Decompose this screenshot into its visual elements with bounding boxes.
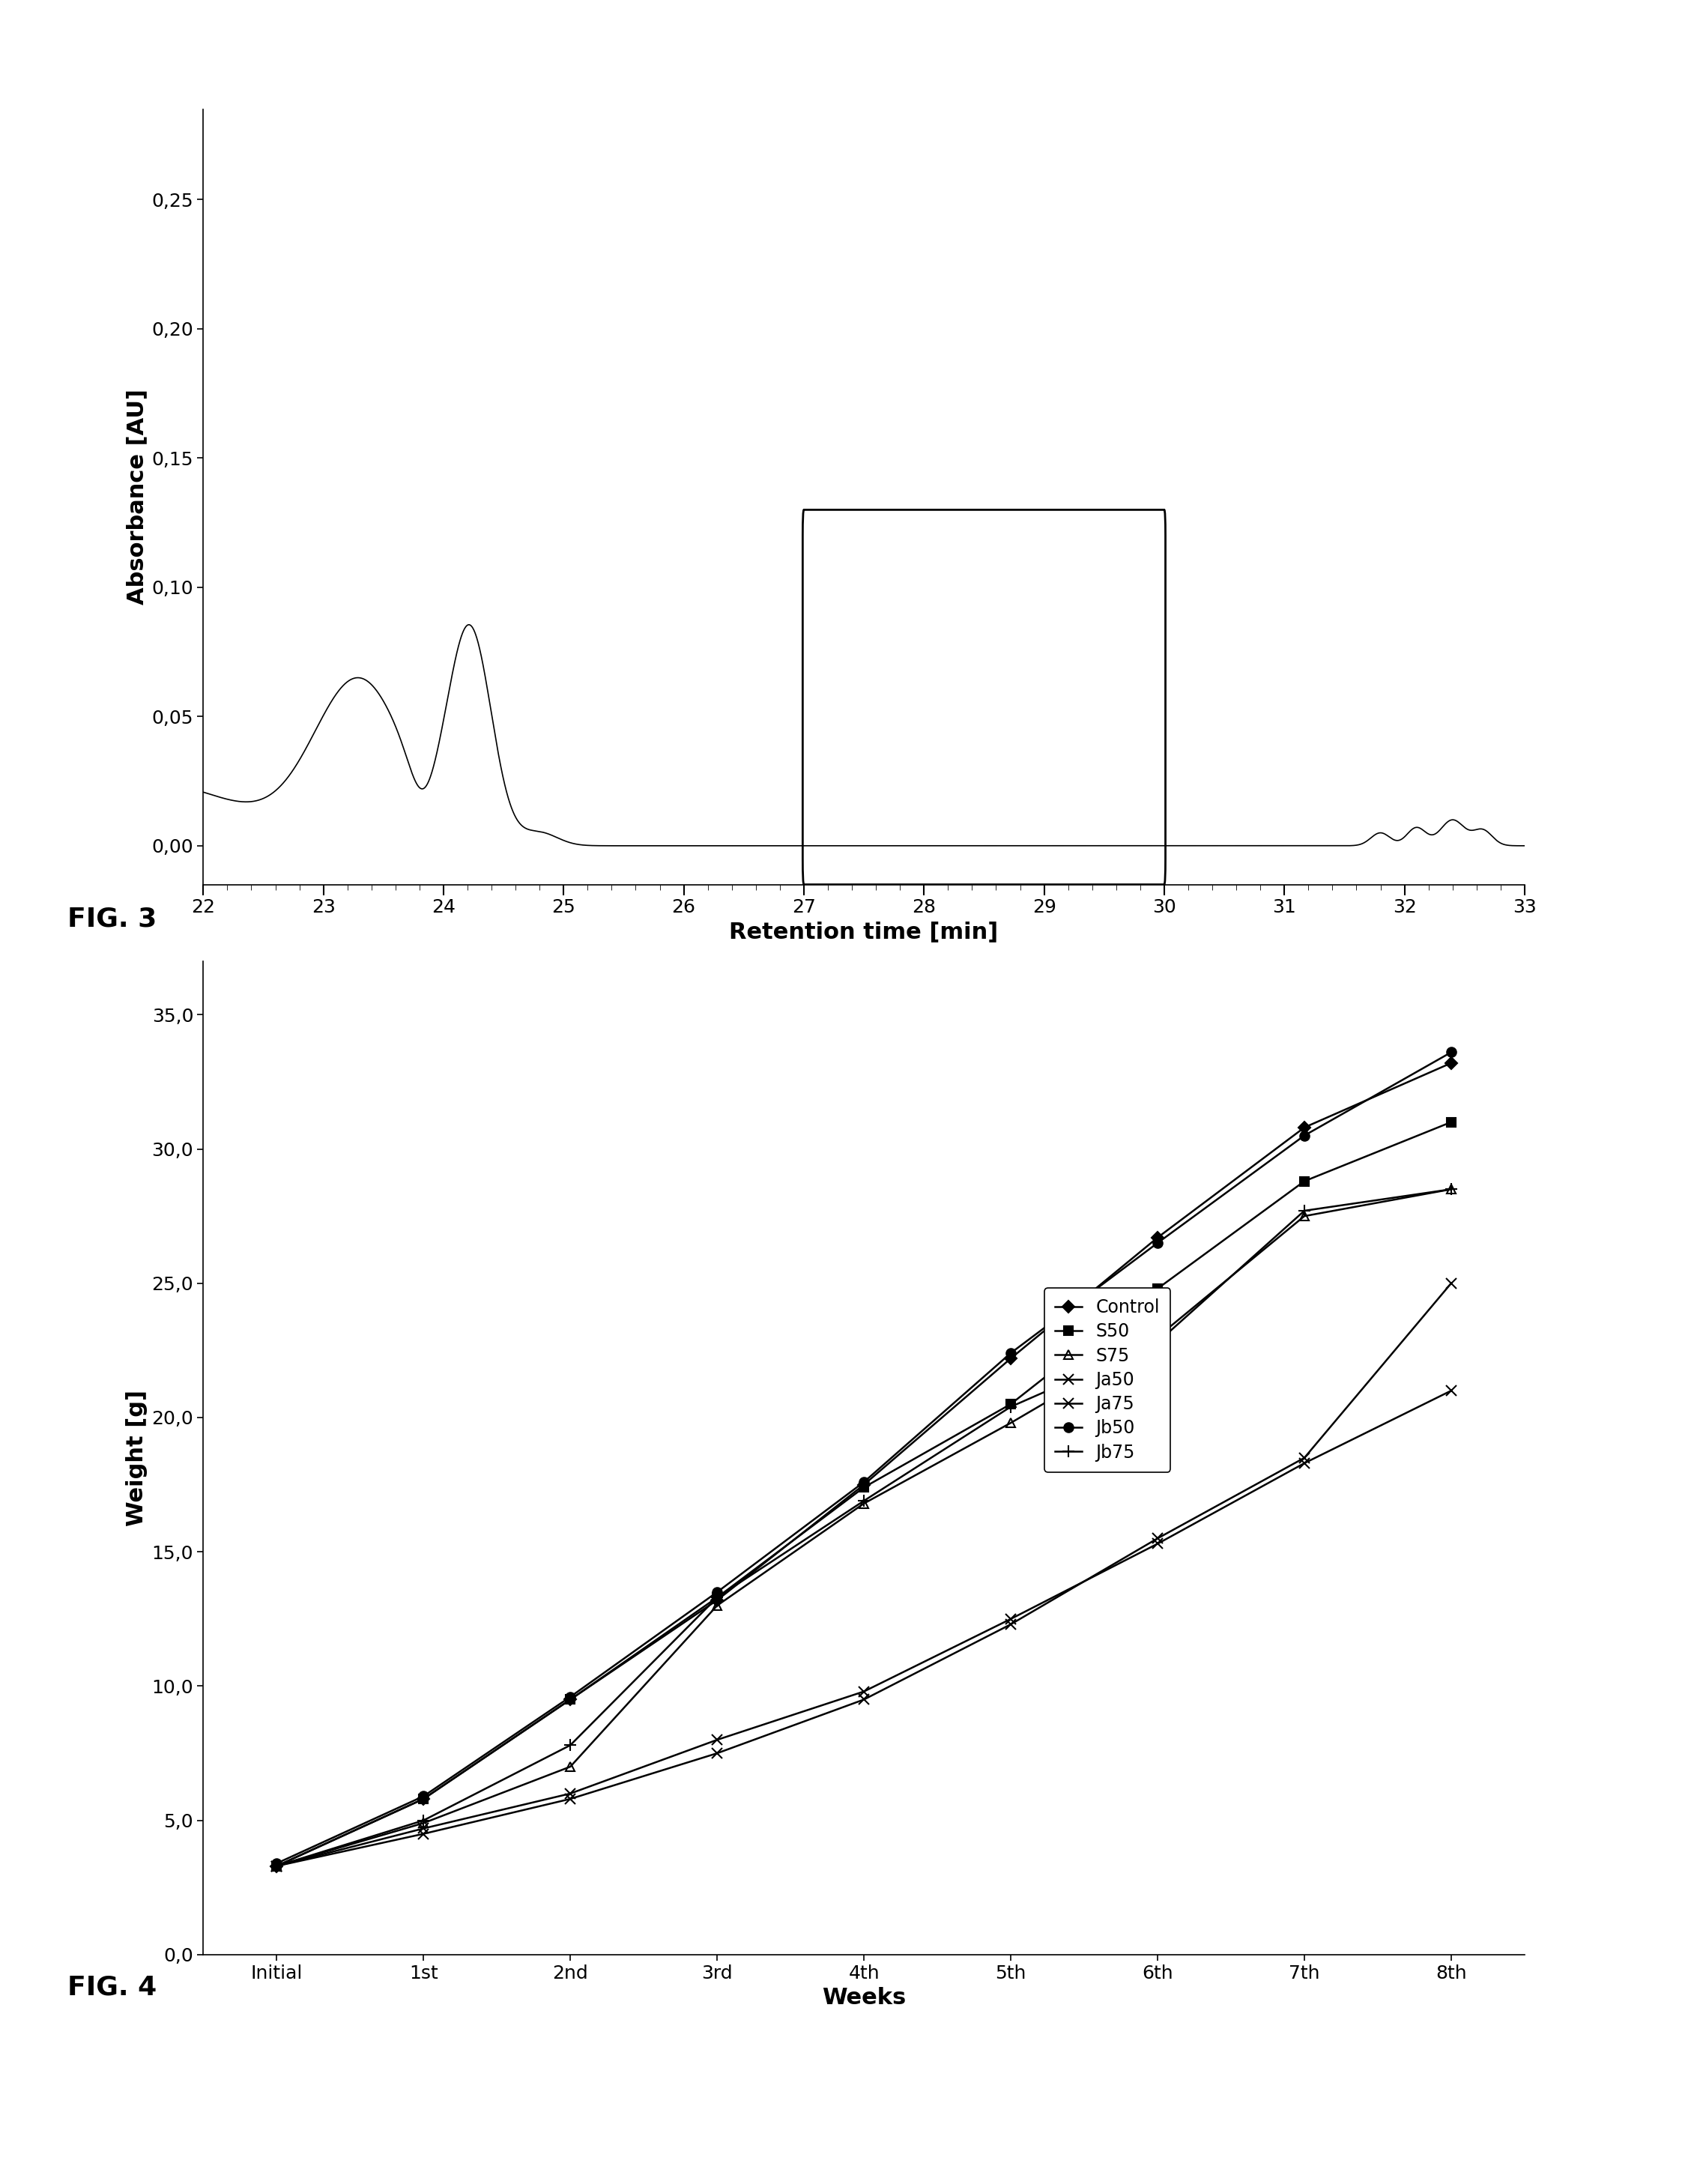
S75 — [854, 1489, 874, 1516]
Jb75 — [1147, 1330, 1167, 1356]
Line: Ja75: Ja75 — [271, 1278, 1457, 1872]
Ja75 — [266, 1852, 286, 1878]
S75 — [413, 1811, 434, 1837]
Jb50 — [1001, 1341, 1021, 1367]
Control — [266, 1852, 286, 1878]
Legend: Control, S50, S75, Ja50, Ja75, Jb50, Jb75: Control, S50, S75, Ja50, Ja75, Jb50, Jb7… — [1045, 1289, 1171, 1472]
S75 — [1001, 1411, 1021, 1437]
S50 — [561, 1686, 581, 1712]
Ja50 — [1294, 1450, 1315, 1476]
S50 — [706, 1583, 727, 1610]
S75 — [706, 1592, 727, 1618]
Jb50 — [1147, 1230, 1167, 1256]
Line: Jb75: Jb75 — [271, 1184, 1457, 1872]
Ja75 — [1147, 1524, 1167, 1551]
X-axis label: Retention time [min]: Retention time [min] — [730, 922, 998, 943]
Ja75 — [1442, 1271, 1462, 1297]
Ja50 — [413, 1815, 434, 1841]
S50 — [266, 1852, 286, 1878]
S75 — [561, 1754, 581, 1780]
Y-axis label: Absorbance [AU]: Absorbance [AU] — [125, 389, 147, 605]
Line: S50: S50 — [273, 1118, 1455, 1870]
S75 — [1147, 1324, 1167, 1350]
Jb50 — [854, 1470, 874, 1496]
Jb75 — [1001, 1393, 1021, 1420]
Line: Ja50: Ja50 — [271, 1385, 1457, 1872]
Ja50 — [266, 1852, 286, 1878]
Line: S75: S75 — [273, 1186, 1455, 1870]
Ja75 — [706, 1741, 727, 1767]
Jb75 — [266, 1852, 286, 1878]
Ja75 — [1294, 1446, 1315, 1472]
Jb75 — [854, 1487, 874, 1514]
Jb50 — [413, 1782, 434, 1808]
Control — [1294, 1114, 1315, 1140]
Control — [706, 1588, 727, 1614]
Text: FIG. 4: FIG. 4 — [68, 1974, 158, 2001]
Jb75 — [1294, 1197, 1315, 1223]
Ja50 — [1001, 1605, 1021, 1631]
Jb50 — [561, 1684, 581, 1710]
Jb50 — [266, 1850, 286, 1876]
S50 — [1147, 1275, 1167, 1302]
Jb75 — [561, 1732, 581, 1758]
Control — [1442, 1051, 1462, 1077]
Ja75 — [413, 1821, 434, 1848]
Jb50 — [1442, 1040, 1462, 1066]
S50 — [413, 1787, 434, 1813]
Ja50 — [706, 1728, 727, 1754]
Jb75 — [413, 1808, 434, 1835]
Ja50 — [1147, 1531, 1167, 1557]
Ja50 — [561, 1780, 581, 1806]
Ja75 — [854, 1686, 874, 1712]
S50 — [1294, 1168, 1315, 1195]
S75 — [1294, 1203, 1315, 1230]
S50 — [1442, 1109, 1462, 1136]
S75 — [1442, 1177, 1462, 1203]
S50 — [1001, 1391, 1021, 1417]
Text: FIG. 3: FIG. 3 — [68, 906, 158, 933]
Y-axis label: Weight [g]: Weight [g] — [125, 1389, 147, 1527]
S75 — [266, 1852, 286, 1878]
Ja50 — [854, 1677, 874, 1704]
Control — [1001, 1345, 1021, 1372]
Ja75 — [1001, 1612, 1021, 1638]
Control — [1147, 1225, 1167, 1251]
X-axis label: Weeks: Weeks — [822, 1987, 906, 2009]
Jb50 — [706, 1579, 727, 1605]
Jb50 — [1294, 1123, 1315, 1149]
Control — [561, 1686, 581, 1712]
Jb75 — [1442, 1177, 1462, 1203]
Control — [413, 1787, 434, 1813]
S50 — [854, 1474, 874, 1500]
Line: Jb50: Jb50 — [273, 1048, 1455, 1867]
Ja50 — [1442, 1378, 1462, 1404]
Jb75 — [706, 1583, 727, 1610]
Ja75 — [561, 1787, 581, 1813]
Control — [854, 1472, 874, 1498]
Line: Control: Control — [273, 1059, 1455, 1870]
